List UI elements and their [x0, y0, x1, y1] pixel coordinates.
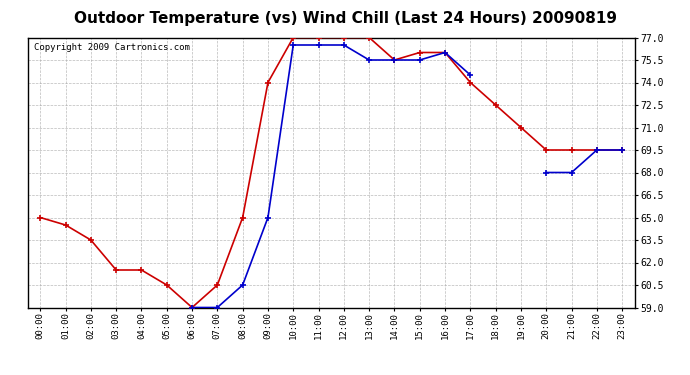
Text: Copyright 2009 Cartronics.com: Copyright 2009 Cartronics.com: [34, 43, 190, 52]
Text: Outdoor Temperature (vs) Wind Chill (Last 24 Hours) 20090819: Outdoor Temperature (vs) Wind Chill (Las…: [74, 11, 616, 26]
